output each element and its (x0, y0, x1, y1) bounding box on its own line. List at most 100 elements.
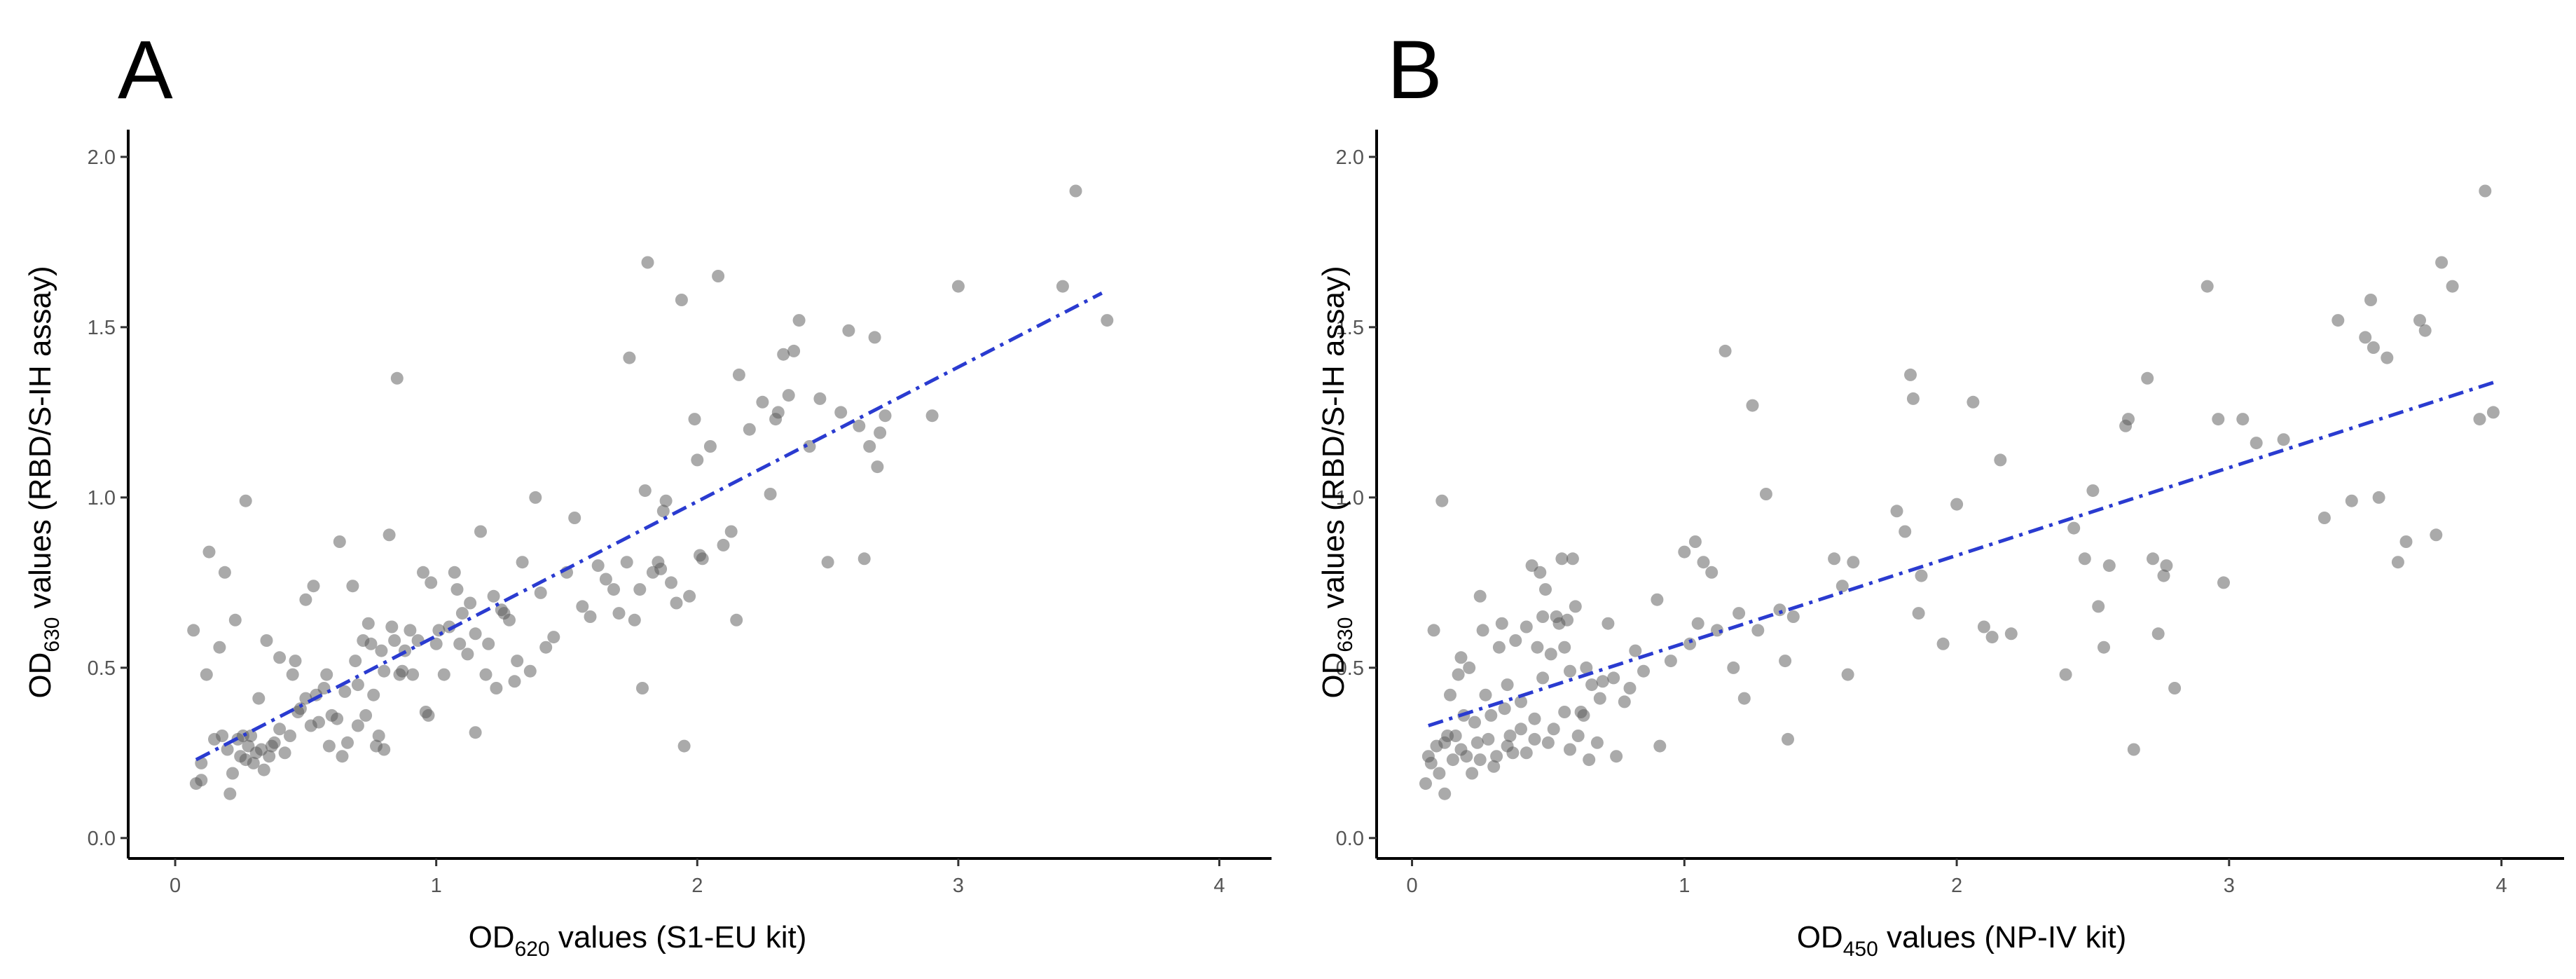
data-point (591, 559, 605, 573)
data-point (523, 664, 537, 678)
data-point (1737, 692, 1751, 705)
data-point (792, 314, 806, 327)
data-point (1564, 664, 1576, 678)
data-point (448, 566, 461, 579)
data-point (1583, 753, 1596, 767)
data-point (777, 348, 790, 361)
data-point (1520, 620, 1533, 634)
data-point (853, 419, 866, 432)
data-point (385, 620, 399, 634)
data-point (286, 668, 299, 681)
data-point (1433, 767, 1446, 780)
data-point (547, 631, 560, 644)
data-point (479, 668, 493, 681)
data-point (294, 702, 307, 716)
y-tick-label: 2.0 (1336, 146, 1364, 169)
data-point (623, 351, 636, 364)
data-point (2059, 668, 2072, 681)
data-point (336, 750, 349, 763)
x-tick-label: 0 (1406, 875, 1417, 897)
data-point (490, 682, 503, 694)
data-point (1492, 641, 1506, 654)
x-ticks-a: 0 1 2 3 4 (170, 858, 1225, 897)
data-point (1485, 708, 1498, 722)
data-point (688, 413, 701, 426)
data-point (2372, 491, 2385, 504)
data-point (1564, 743, 1576, 756)
data-point (1466, 767, 1479, 780)
data-point (1470, 736, 1484, 749)
data-point (503, 613, 516, 627)
data-point (1906, 392, 1920, 405)
data-point (1779, 655, 1792, 668)
y-ticks-b: 0.0 0.5 1.0 1.5 2.0 (1336, 146, 1377, 850)
data-point (455, 607, 469, 620)
data-point (2086, 484, 2100, 498)
data-point (879, 409, 892, 423)
data-point (599, 573, 612, 586)
data-point (223, 787, 237, 800)
data-point (659, 494, 673, 507)
data-point (1476, 624, 1489, 637)
data-point (372, 730, 385, 742)
data-point (1841, 668, 1854, 681)
data-point (469, 726, 482, 739)
data-point (1495, 617, 1508, 630)
data-point (1463, 661, 1476, 674)
data-point (1460, 750, 1473, 763)
data-point (803, 440, 816, 453)
data-point (1705, 566, 1719, 579)
data-point (228, 613, 242, 627)
data-point (1950, 498, 1964, 511)
data-point (1977, 620, 1990, 634)
data-point (2250, 437, 2263, 450)
data-point (516, 556, 529, 569)
data-point (213, 641, 226, 654)
data-point (2168, 682, 2182, 694)
data-point (487, 589, 500, 603)
data-point (1664, 655, 1677, 668)
data-point (1569, 600, 1582, 613)
data-point (187, 624, 200, 637)
data-point (1912, 607, 1925, 620)
data-point (1449, 730, 1462, 742)
data-point (289, 655, 302, 668)
data-point (1424, 756, 1438, 769)
y-axis-title-a: OD630 values (RBD/S-IH assay) (23, 266, 64, 698)
data-point (388, 634, 401, 647)
data-point (2435, 256, 2448, 269)
data-point (2141, 371, 2154, 385)
data-point (568, 512, 581, 524)
data-point (1482, 732, 1495, 746)
data-point (453, 637, 467, 650)
data-point (1438, 787, 1452, 800)
data-point (1452, 668, 1465, 681)
y-tick-label: 1.0 (1336, 487, 1364, 509)
data-point (1596, 675, 1609, 688)
data-point (1555, 552, 1569, 566)
y-tick-label: 0.0 (1336, 828, 1364, 850)
data-point (620, 556, 633, 569)
data-point (1746, 399, 1759, 412)
data-point (821, 556, 834, 569)
panel-a: A 0 1 2 3 4 0.0 0.5 1.0 1.5 2.0 OD620 values (S1… (23, 24, 1272, 961)
data-point (712, 270, 725, 282)
regression-line-b (1428, 380, 2497, 727)
data-point (1590, 736, 1604, 749)
data-point (1498, 702, 1511, 716)
data-point (529, 491, 542, 504)
data-point (2359, 331, 2372, 344)
regression-line-a (195, 292, 1103, 762)
data-point (364, 637, 378, 650)
data-point (656, 505, 670, 518)
data-point (1610, 750, 1623, 763)
data-point (278, 746, 291, 760)
data-point (834, 406, 848, 419)
x-tick-label: 4 (1213, 875, 1225, 897)
data-point (1444, 688, 1456, 701)
data-point (633, 583, 647, 596)
data-point (218, 566, 231, 579)
data-point (2004, 627, 2018, 641)
y-ticks-a: 0.0 0.5 1.0 1.5 2.0 (88, 146, 128, 850)
